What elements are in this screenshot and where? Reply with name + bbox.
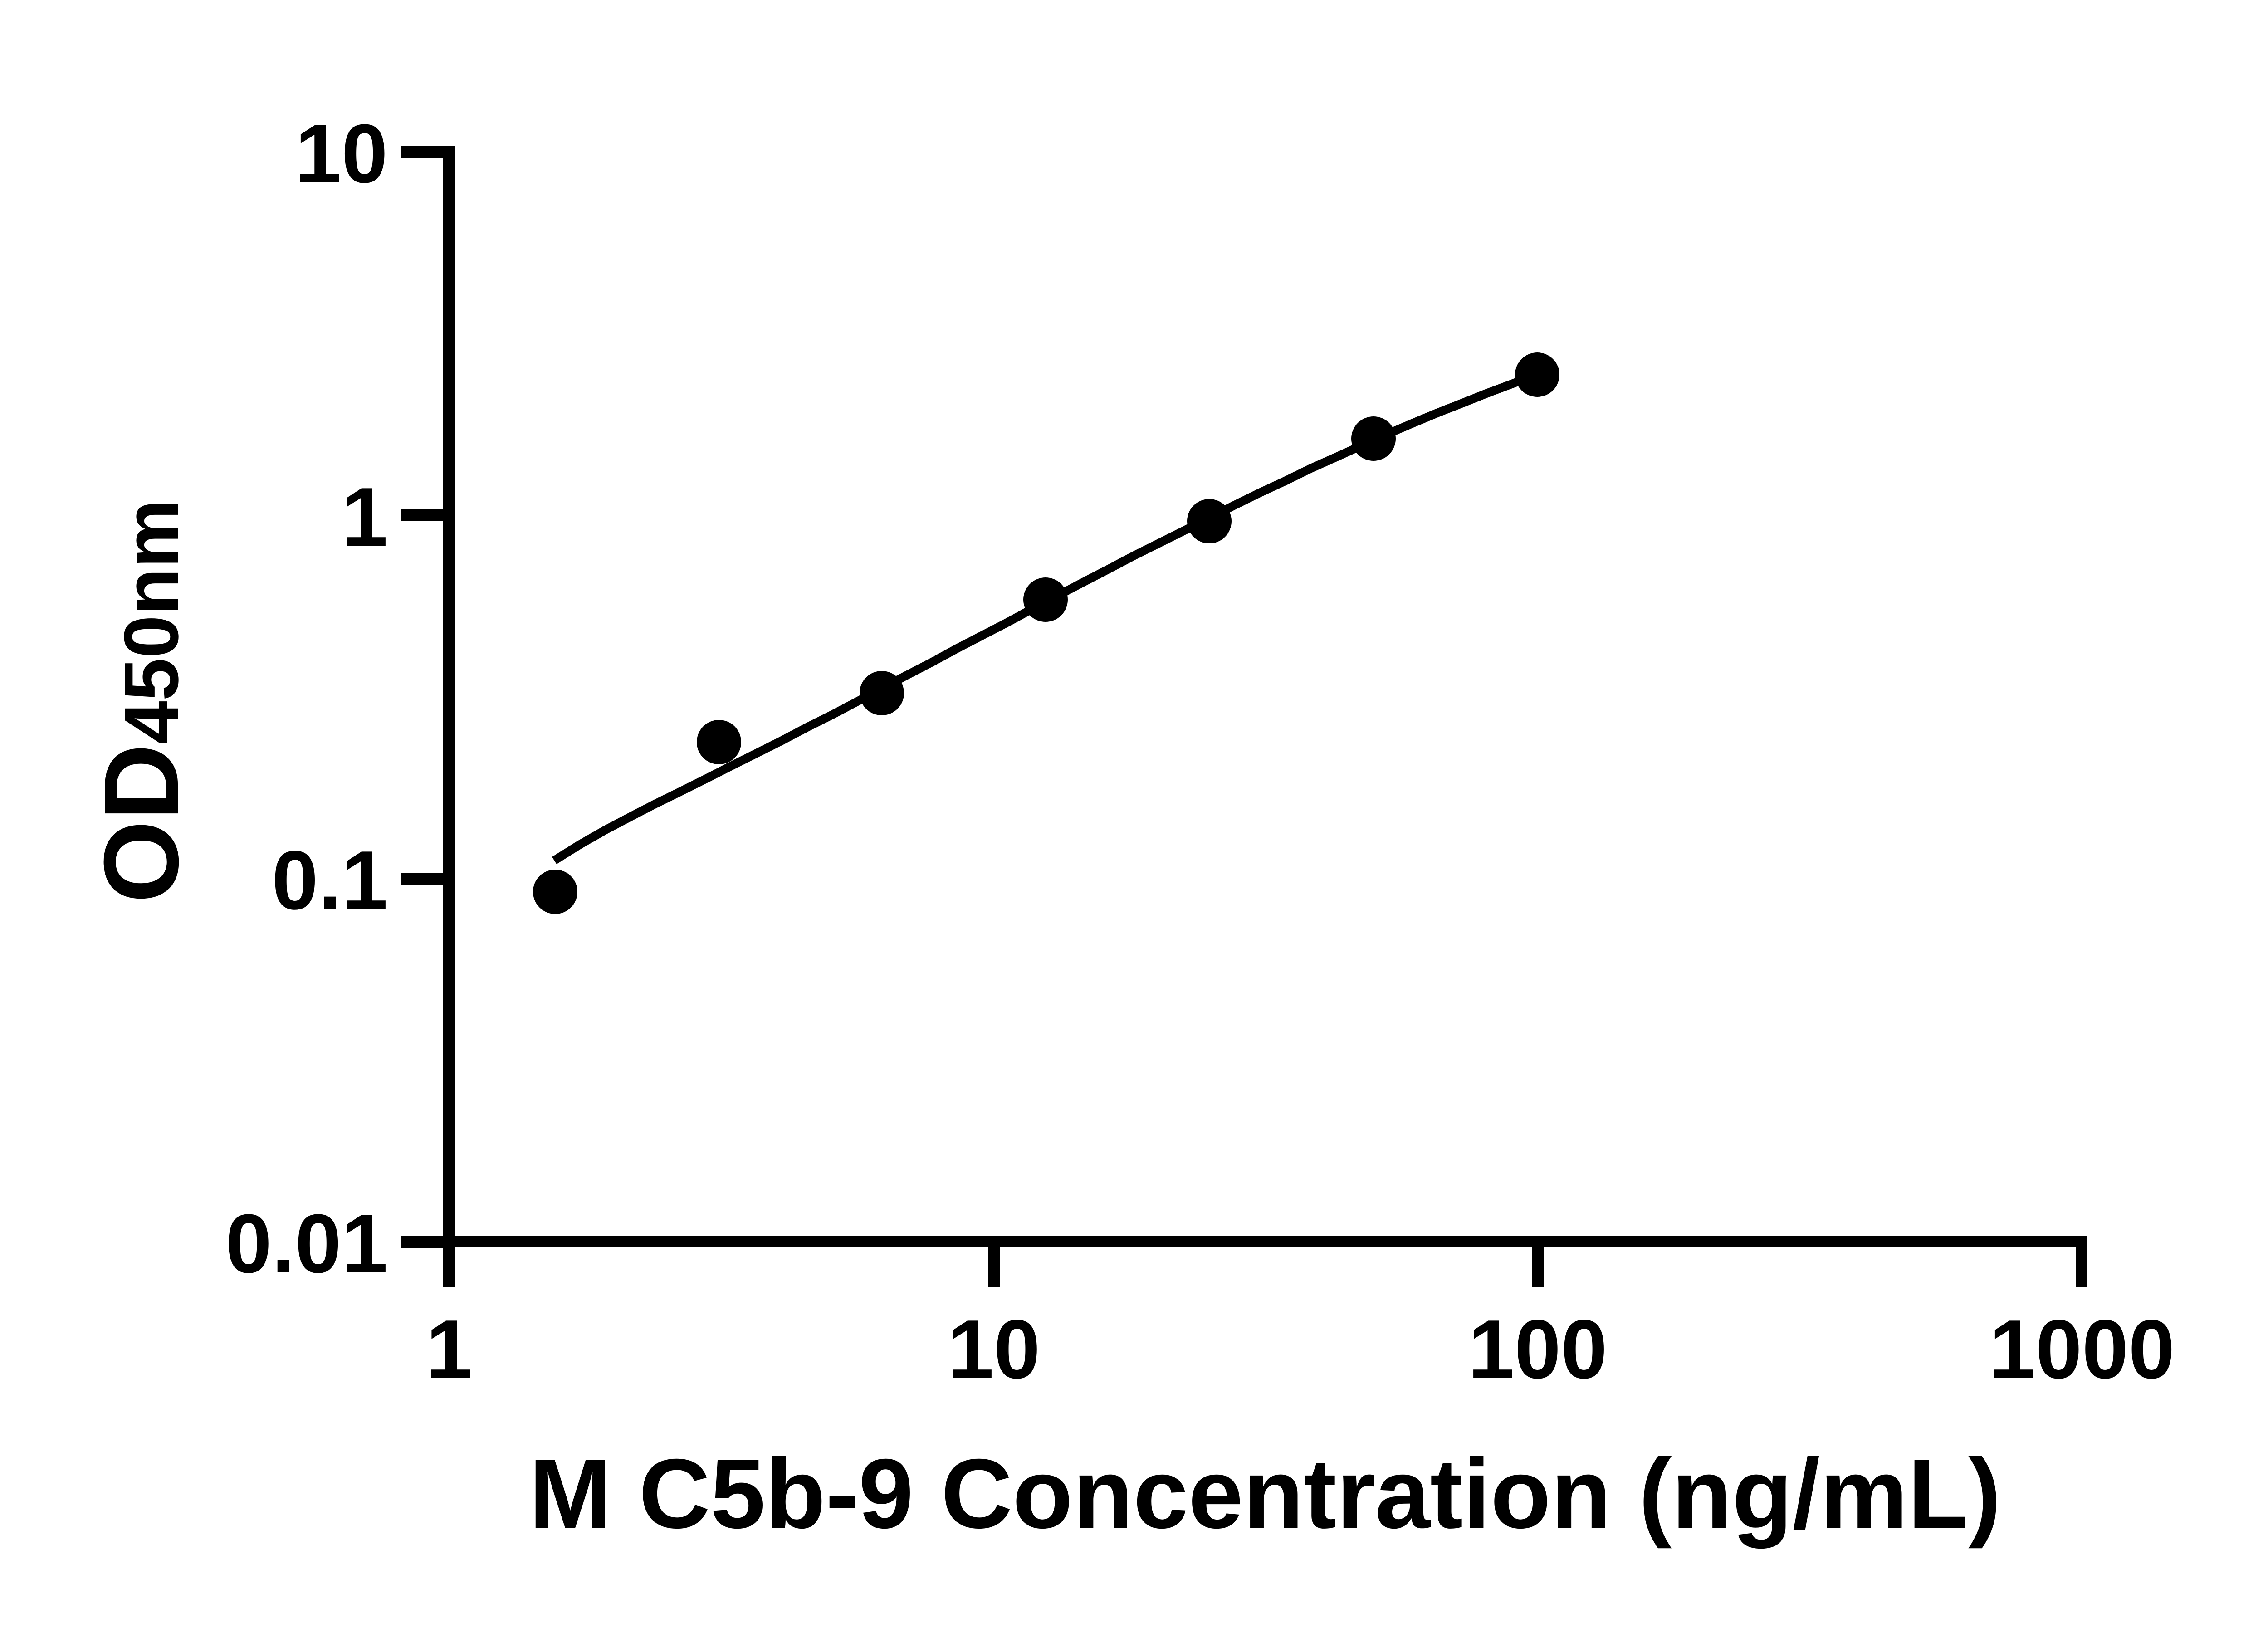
svg-text:1: 1 — [426, 1302, 472, 1396]
svg-text:0.1: 0.1 — [272, 833, 388, 927]
svg-text:1: 1 — [342, 470, 388, 563]
svg-text:1000: 1000 — [1989, 1302, 2175, 1396]
svg-text:M C5b-9 Concentration (ng/mL): M C5b-9 Concentration (ng/mL) — [529, 1439, 2001, 1549]
svg-text:OD450nm: OD450nm — [82, 499, 200, 903]
svg-text:0.01: 0.01 — [225, 1197, 388, 1290]
svg-text:10: 10 — [295, 107, 388, 200]
svg-text:100: 100 — [1468, 1302, 1608, 1396]
svg-text:10: 10 — [948, 1302, 1041, 1396]
